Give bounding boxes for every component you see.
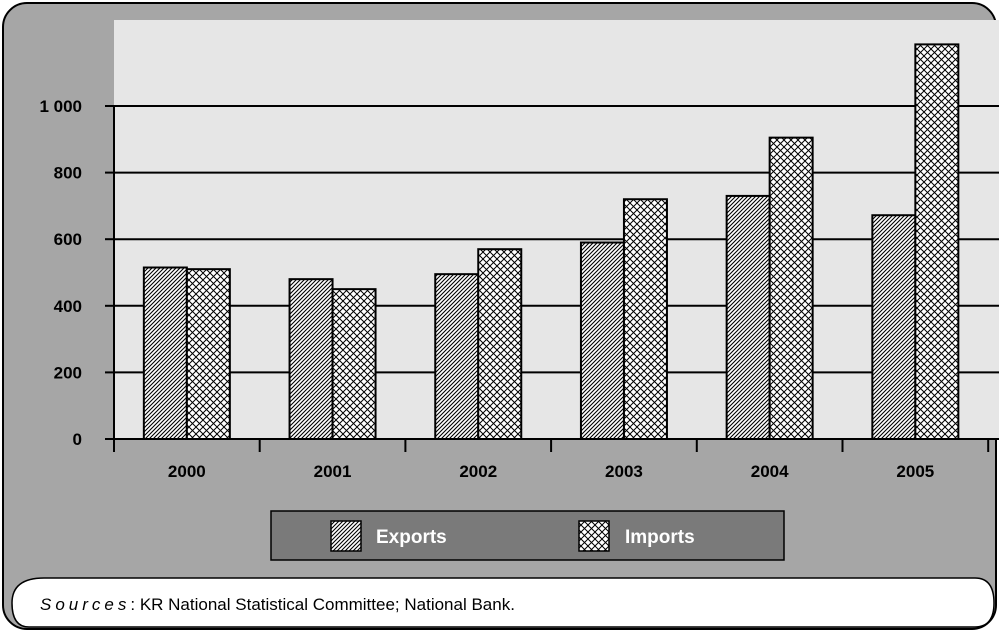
legend-swatch-imports [578, 520, 610, 552]
bar-imports-2005 [914, 43, 960, 441]
x-tick-label-2005: 2005 [896, 462, 934, 481]
y-tick-label-0: 0 [73, 430, 82, 449]
x-tick-label-2004: 2004 [751, 462, 789, 481]
x-tick-label-2003: 2003 [605, 462, 643, 481]
y-axis-tick-labels: 0 200 400 600 800 1 000 [39, 97, 82, 449]
plot-area [114, 20, 999, 439]
bar-exports-2003 [579, 241, 625, 440]
x-tick-label-2000: 2000 [168, 462, 206, 481]
bar-imports-2000 [185, 268, 231, 441]
y-tick-label-200: 200 [54, 363, 82, 382]
bar-exports-2000 [142, 266, 188, 440]
x-tick-label-2002: 2002 [459, 462, 497, 481]
bar-exports-2005 [871, 214, 917, 440]
y-tick-label-800: 800 [54, 164, 82, 183]
bar-exports-2001 [288, 278, 334, 440]
bars [142, 43, 960, 441]
x-axis-tick-labels: 2000 2001 2002 2003 2004 2005 [168, 462, 934, 481]
y-tick-label-1000: 1 000 [39, 97, 82, 116]
legend-label-exports: Exports [376, 527, 447, 548]
bar-imports-2004 [768, 136, 814, 440]
y-tick-label-400: 400 [54, 297, 82, 316]
bar-imports-2002 [477, 248, 523, 440]
axes [105, 105, 999, 452]
source-label: Sources [40, 595, 130, 614]
source-body: : KR National Statistical Committee; Nat… [130, 595, 515, 614]
x-tick-label-2001: 2001 [314, 462, 352, 481]
source-box [11, 577, 995, 628]
bar-imports-2001 [331, 288, 377, 440]
bar-exports-2004 [725, 194, 771, 440]
y-tick-label-600: 600 [54, 230, 82, 249]
gridlines [114, 105, 999, 374]
legend-label-imports: Imports [625, 527, 695, 548]
bar-exports-2002 [434, 273, 480, 441]
legend-swatch-exports [330, 520, 362, 552]
bar-imports-2003 [622, 198, 668, 440]
legend: Exports Imports [270, 510, 785, 561]
source-text: Sources: KR National Statistical Committ… [40, 595, 515, 614]
source-note: Sources: KR National Statistical Committ… [11, 577, 995, 628]
